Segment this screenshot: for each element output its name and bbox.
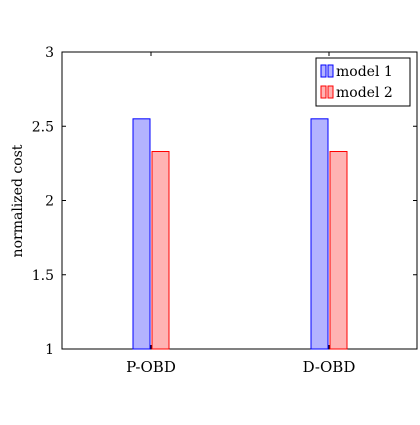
bar-p-obd-series-1 <box>132 118 151 350</box>
x-tick-label-d-obd: D-OBD <box>303 358 356 376</box>
x-axis-ticks: P-OBD D-OBD <box>126 52 355 376</box>
legend-label-series-1: model 1 <box>336 64 393 80</box>
y-tick-label: 1.5 <box>32 268 54 284</box>
y-tick-label: 2.5 <box>32 119 54 135</box>
legend-swatch-left <box>320 64 327 78</box>
legend-swatch-right <box>327 64 334 78</box>
y-tick-label: 1 <box>45 342 54 358</box>
y-axis-ticks: 1 1.5 2 2.5 3 <box>32 45 417 358</box>
bar-d-obd-series-2 <box>329 150 348 350</box>
bar-d-obd-series-1 <box>310 118 329 350</box>
legend-label-series-2: model 2 <box>336 85 393 101</box>
legend-swatch-left <box>320 85 327 99</box>
x-tick-label-p-obd: P-OBD <box>126 358 176 376</box>
y-axis-label: normalized cost <box>10 144 26 257</box>
y-tick-label: 3 <box>45 45 54 61</box>
legend: model 1 model 2 <box>315 57 411 107</box>
bar-p-obd-series-2 <box>151 150 170 350</box>
y-tick-label: 2 <box>45 194 54 210</box>
legend-swatch-right <box>327 85 334 99</box>
bars-group <box>132 118 348 350</box>
